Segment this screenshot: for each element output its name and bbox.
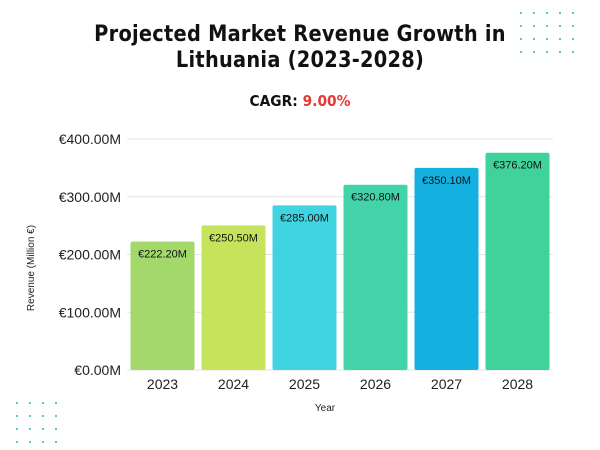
decorative-dot (16, 428, 18, 430)
decorative-dot (29, 402, 31, 404)
decorative-dot (572, 51, 574, 53)
decorative-dot (520, 25, 522, 27)
decorative-dot (55, 428, 57, 430)
decorative-dot (520, 38, 522, 40)
decorative-dots-top-right (520, 12, 590, 62)
y-tick-label: €200.00M (59, 247, 121, 263)
decorative-dot (559, 25, 561, 27)
decorative-dot (559, 51, 561, 53)
decorative-dot (29, 441, 31, 443)
data-label-2027: €350.10M (422, 175, 471, 187)
x-axis-label: Year (315, 403, 336, 414)
data-label-2024: €250.50M (209, 232, 258, 244)
decorative-dot (55, 402, 57, 404)
y-tick-label: €400.00M (59, 131, 121, 147)
bar-2028 (485, 152, 550, 370)
bar-2027 (414, 167, 479, 370)
decorative-dot (42, 441, 44, 443)
decorative-dot (42, 402, 44, 404)
x-tick-label: 2026 (360, 376, 391, 392)
decorative-dot (572, 12, 574, 14)
chart-title-line-2: Lithuania (2023-2028) (175, 48, 425, 73)
decorative-dot (533, 25, 535, 27)
bar-2025 (272, 205, 337, 370)
x-tick-label: 2025 (289, 376, 320, 392)
decorative-dot (16, 402, 18, 404)
decorative-dot (29, 428, 31, 430)
cagr-label: CAGR: (249, 92, 298, 110)
y-axis-ticks: €0.00M €100.00M €200.00M €300.00M €400.00M (59, 131, 121, 378)
decorative-dots-bottom-left (16, 402, 76, 446)
y-tick-label: €0.00M (74, 362, 121, 378)
decorative-dot (546, 51, 548, 53)
decorative-dot (520, 12, 522, 14)
decorative-dot (559, 38, 561, 40)
decorative-dot (533, 51, 535, 53)
chart-title: Projected Market Revenue Growth in Lithu… (36, 22, 564, 74)
data-label-2028: €376.20M (493, 160, 542, 172)
decorative-dot (42, 428, 44, 430)
x-tick-label: 2024 (218, 376, 249, 392)
x-tick-label: 2023 (147, 376, 178, 392)
bar-2026 (343, 184, 408, 370)
decorative-dot (29, 415, 31, 417)
bar-2023 (130, 241, 195, 370)
data-label-2023: €222.20M (138, 249, 187, 261)
bar-2024 (201, 225, 266, 370)
decorative-dot (55, 441, 57, 443)
decorative-dot (572, 38, 574, 40)
cagr-value: 9.00% (302, 92, 351, 110)
y-tick-label: €100.00M (59, 304, 121, 320)
x-axis-ticks: 2023 2024 2025 2026 2027 2028 (147, 376, 533, 392)
y-axis-label: Revenue (Million €) (26, 225, 37, 311)
decorative-dot (16, 415, 18, 417)
x-tick-label: 2028 (502, 376, 533, 392)
cagr-summary: CAGR: 9.00% (24, 92, 576, 110)
decorative-dot (546, 25, 548, 27)
y-tick-label: €300.00M (59, 189, 121, 205)
decorative-dot (559, 12, 561, 14)
data-label-2026: €320.80M (351, 192, 400, 204)
decorative-dot (16, 441, 18, 443)
chart-title-line-1: Projected Market Revenue Growth in (94, 22, 506, 47)
data-label-2025: €285.00M (280, 212, 329, 224)
decorative-dot (42, 415, 44, 417)
chart-grid (127, 138, 553, 371)
decorative-dot (533, 38, 535, 40)
decorative-dot (55, 415, 57, 417)
decorative-dot (533, 12, 535, 14)
decorative-dot (546, 12, 548, 14)
decorative-dot (572, 25, 574, 27)
decorative-dot (546, 38, 548, 40)
x-tick-label: 2027 (431, 376, 462, 392)
decorative-dot (520, 51, 522, 53)
chart-bars: €222.20M €250.50M €285.00M €320.80M €350.10M… (130, 152, 550, 370)
